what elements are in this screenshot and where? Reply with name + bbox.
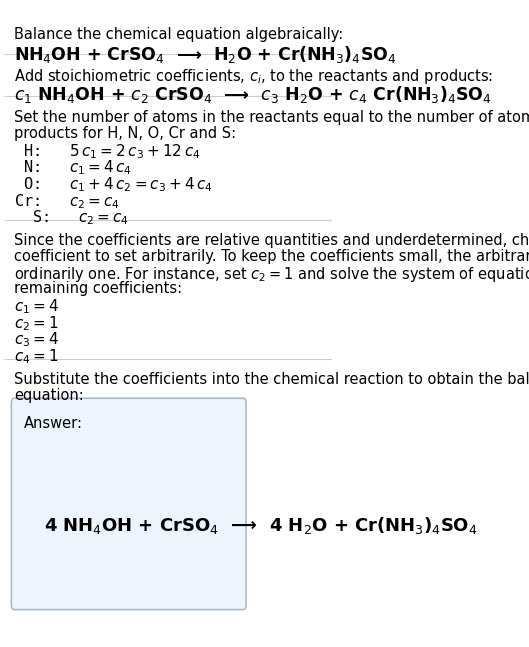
Text: ordinarily one. For instance, set $c_2 = 1$ and solve the system of equations fo: ordinarily one. For instance, set $c_2 =… — [14, 265, 529, 285]
Text: $c_2 = 1$: $c_2 = 1$ — [14, 314, 59, 333]
Text: $c_4 = 1$: $c_4 = 1$ — [14, 347, 59, 366]
Text: Answer:: Answer: — [24, 416, 83, 431]
Text: Cr:   $c_2 = c_4$: Cr: $c_2 = c_4$ — [14, 192, 120, 211]
Text: $c_1$ NH$_4$OH + $c_2$ CrSO$_4$  ⟶  $c_3$ H$_2$O + $c_4$ Cr(NH$_3$)$_4$SO$_4$: $c_1$ NH$_4$OH + $c_2$ CrSO$_4$ ⟶ $c_3$ … — [14, 84, 492, 105]
Text: equation:: equation: — [14, 388, 84, 403]
Text: O:   $c_1 + 4\,c_2 = c_3 + 4\,c_4$: O: $c_1 + 4\,c_2 = c_3 + 4\,c_4$ — [14, 175, 213, 194]
Text: $c_3 = 4$: $c_3 = 4$ — [14, 331, 59, 349]
Text: $c_1 = 4$: $c_1 = 4$ — [14, 298, 59, 316]
Text: products for H, N, O, Cr and S:: products for H, N, O, Cr and S: — [14, 126, 236, 140]
Text: H:   $5\,c_1 = 2\,c_3 + 12\,c_4$: H: $5\,c_1 = 2\,c_3 + 12\,c_4$ — [14, 142, 200, 161]
Text: Balance the chemical equation algebraically:: Balance the chemical equation algebraica… — [14, 27, 343, 41]
Text: Since the coefficients are relative quantities and underdetermined, choose a: Since the coefficients are relative quan… — [14, 234, 529, 248]
Text: N:   $c_1 = 4\,c_4$: N: $c_1 = 4\,c_4$ — [14, 159, 132, 177]
Text: coefficient to set arbitrarily. To keep the coefficients small, the arbitrary va: coefficient to set arbitrarily. To keep … — [14, 249, 529, 265]
Text: Substitute the coefficients into the chemical reaction to obtain the balanced: Substitute the coefficients into the che… — [14, 372, 529, 387]
Text: NH$_4$OH + CrSO$_4$  ⟶  H$_2$O + Cr(NH$_3$)$_4$SO$_4$: NH$_4$OH + CrSO$_4$ ⟶ H$_2$O + Cr(NH$_3$… — [14, 44, 397, 65]
FancyBboxPatch shape — [12, 398, 246, 609]
Text: S:   $c_2 = c_4$: S: $c_2 = c_4$ — [14, 208, 129, 227]
Text: Set the number of atoms in the reactants equal to the number of atoms in the: Set the number of atoms in the reactants… — [14, 109, 529, 124]
Text: Add stoichiometric coefficients, $c_i$, to the reactants and products:: Add stoichiometric coefficients, $c_i$, … — [14, 67, 493, 86]
Text: 4 NH$_4$OH + CrSO$_4$  ⟶  4 H$_2$O + Cr(NH$_3$)$_4$SO$_4$: 4 NH$_4$OH + CrSO$_4$ ⟶ 4 H$_2$O + Cr(NH… — [43, 515, 477, 536]
Text: remaining coefficients:: remaining coefficients: — [14, 281, 182, 296]
